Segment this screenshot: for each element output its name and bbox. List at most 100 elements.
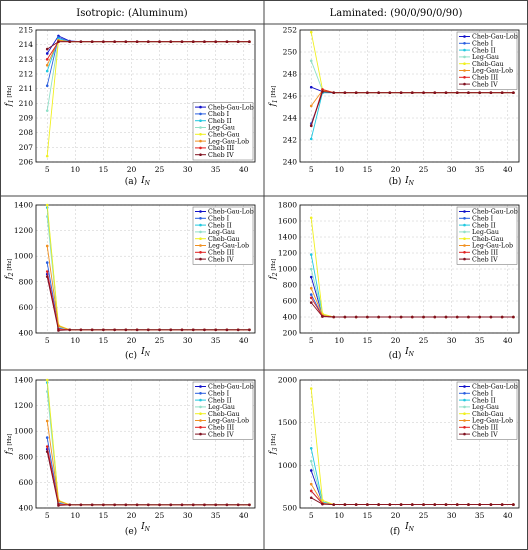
x-tick-label: 10 xyxy=(71,336,81,345)
x-tick-label: 40 xyxy=(503,336,513,345)
legend-box xyxy=(456,31,518,90)
plot-frame xyxy=(35,379,256,509)
x-tick-label: 35 xyxy=(211,165,221,174)
legend-marker xyxy=(463,419,466,422)
panel-label: (d) xyxy=(389,350,402,361)
x-tick-label: 40 xyxy=(503,511,513,520)
y-tick-label: 208 xyxy=(19,128,34,137)
header-laminated: Laminated: (90/0/90/0/90) xyxy=(330,8,463,19)
data-point xyxy=(45,63,49,67)
data-point xyxy=(388,91,392,94)
data-point xyxy=(214,503,217,507)
data-point xyxy=(512,315,515,319)
data-point xyxy=(147,40,150,44)
x-tick-label: 5 xyxy=(45,165,50,174)
data-point xyxy=(147,503,150,507)
data-point xyxy=(444,503,448,506)
data-point xyxy=(309,482,313,486)
legend-entry: Leg-Gau xyxy=(208,229,235,236)
data-point xyxy=(236,503,240,507)
legend-box xyxy=(192,102,254,161)
data-point xyxy=(411,503,414,506)
data-point xyxy=(455,91,459,94)
data-point xyxy=(478,91,481,94)
x-tick-label: 15 xyxy=(363,511,373,520)
data-point xyxy=(309,275,313,279)
data-point xyxy=(180,40,184,44)
data-point xyxy=(332,503,335,506)
y-tick-label: 1200 xyxy=(278,249,297,258)
data-point xyxy=(377,91,380,94)
data-point xyxy=(500,503,504,506)
y-tick-label: 206 xyxy=(19,158,34,167)
legend-entry: Cheb-Gau xyxy=(472,236,504,243)
x-tick-label: 10 xyxy=(335,165,345,174)
data-point xyxy=(236,40,240,44)
y-tick-label: 600 xyxy=(19,303,34,312)
data-point xyxy=(90,328,94,332)
data-point xyxy=(45,378,49,382)
y-tick-label: 1000 xyxy=(278,461,297,470)
legend-entry: Cheb II xyxy=(208,222,232,229)
data-point xyxy=(158,328,161,332)
x-tick-label: 25 xyxy=(155,336,165,345)
legend-marker xyxy=(463,257,466,261)
x-tick-label: 30 xyxy=(447,511,457,520)
legend-entry: Cheb IV xyxy=(208,152,234,159)
data-point xyxy=(321,90,324,93)
data-point xyxy=(113,328,116,332)
x-tick-label: 15 xyxy=(99,511,109,520)
x-tick-label: 40 xyxy=(503,165,513,174)
data-point xyxy=(45,69,49,73)
data-point xyxy=(45,52,49,55)
data-point xyxy=(399,315,403,319)
data-point xyxy=(309,267,313,271)
y-tick-label: 1200 xyxy=(14,401,33,410)
legend-entry: Cheb-Gau-Lob xyxy=(208,104,254,111)
plot-frame xyxy=(299,29,520,163)
plot-frame xyxy=(299,204,520,334)
y-tick-label: 213 xyxy=(19,55,34,64)
panel-label: (a) xyxy=(125,176,137,187)
data-point xyxy=(422,315,425,319)
y-tick-label: 1400 xyxy=(278,233,297,242)
legend-entry: Cheb IV xyxy=(208,431,234,438)
data-point xyxy=(500,315,504,319)
data-point xyxy=(321,502,324,506)
y-tick-label: 1200 xyxy=(14,226,33,235)
legend-entry: Cheb I xyxy=(208,111,230,118)
x-tick-label: 25 xyxy=(155,511,165,520)
data-point xyxy=(399,503,403,506)
legend-marker xyxy=(199,244,202,247)
data-point xyxy=(169,503,173,507)
legend-marker xyxy=(463,230,466,234)
data-point xyxy=(309,496,313,500)
data-point xyxy=(158,503,161,507)
y-tick-label: 1800 xyxy=(278,201,297,210)
data-point xyxy=(45,419,49,423)
data-point xyxy=(45,270,49,273)
panel-c: 5 10 15 20 25 30 35 40 400 600 800 1000 1200 1400 IN f2… xyxy=(4,201,256,361)
data-point xyxy=(135,503,139,507)
legend-entry: Cheb II xyxy=(472,47,496,54)
x-tick-label: 15 xyxy=(99,165,109,174)
legend-marker xyxy=(463,426,466,429)
y-tick-label: 800 xyxy=(283,281,298,290)
y-tick-label: 400 xyxy=(19,329,34,338)
legend-entry: Cheb I xyxy=(472,391,494,398)
legend-marker xyxy=(463,76,466,79)
x-tick-label: 10 xyxy=(71,165,81,174)
data-point xyxy=(489,91,493,94)
y-tick-label: 240 xyxy=(283,158,298,167)
data-point xyxy=(433,91,437,94)
legend-entry: Cheb II xyxy=(208,397,232,404)
legend-box xyxy=(192,381,254,440)
x-tick-label: 35 xyxy=(475,165,485,174)
data-point xyxy=(512,91,515,94)
legend-marker xyxy=(199,146,202,150)
data-point xyxy=(124,328,128,332)
y-tick-label: 600 xyxy=(19,478,34,487)
header-isotropic: Isotropic: (Aluminum) xyxy=(76,8,187,19)
